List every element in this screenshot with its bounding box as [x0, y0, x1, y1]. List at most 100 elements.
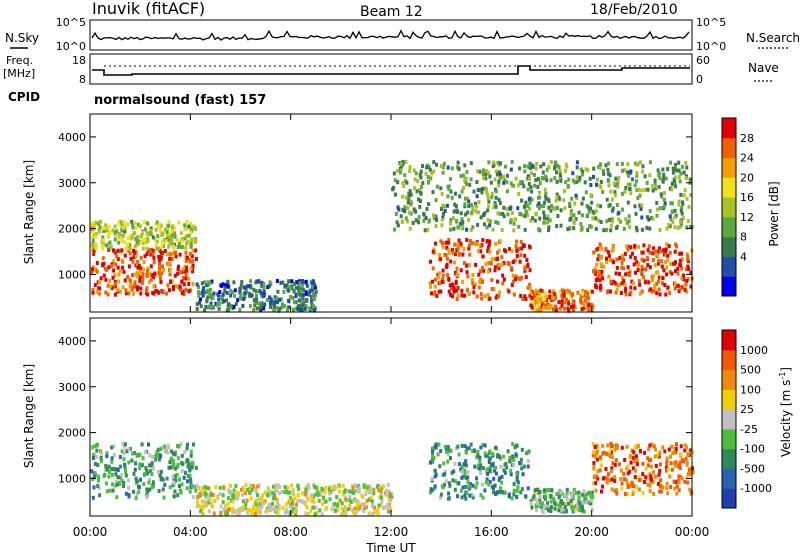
- power-cell: [307, 292, 311, 297]
- velocity-cell: [464, 459, 468, 464]
- power-cell: [419, 175, 423, 180]
- velocity-cell: [194, 465, 198, 470]
- power-cell: [543, 187, 547, 192]
- power-cell: [575, 180, 579, 185]
- velocity-cell: [98, 493, 102, 498]
- power-cell: [148, 271, 152, 276]
- power-cell: [590, 224, 594, 229]
- velocity-cell: [208, 498, 212, 503]
- power-cell: [238, 290, 242, 295]
- velocity-cell: [120, 473, 124, 478]
- power-cell: [547, 228, 550, 233]
- velocity-cell: [219, 512, 223, 517]
- velocity-cell: [255, 499, 259, 503]
- velocity-cell: [565, 490, 569, 494]
- power-cell: [225, 290, 229, 295]
- velocity-cell: [180, 453, 184, 458]
- power-cell: [673, 208, 677, 213]
- power-cell: [519, 293, 523, 298]
- velocity-cell: [669, 461, 673, 466]
- power-cell: [405, 180, 409, 185]
- velocity-cell: [659, 478, 663, 483]
- power-cell: [544, 298, 548, 303]
- power-cell: [520, 275, 524, 280]
- power-cell: [626, 170, 629, 175]
- velocity-cell: [195, 483, 199, 488]
- power-cell: [298, 281, 302, 285]
- power-cell: [434, 277, 437, 282]
- velocity-cell: [659, 489, 663, 494]
- power-cell: [155, 246, 159, 251]
- velocity-cell: [104, 481, 108, 486]
- velocity-cell: [494, 465, 497, 470]
- power-cell: [227, 305, 231, 310]
- power-cell: [277, 308, 281, 313]
- power-cell: [447, 277, 451, 282]
- velocity-cell: [644, 475, 648, 480]
- power-cell: [628, 272, 632, 277]
- power-cell: [595, 262, 599, 267]
- power-cell: [656, 270, 660, 275]
- velocity-cell: [176, 462, 180, 467]
- power-cell: [403, 205, 407, 210]
- velocity-cell: [511, 454, 515, 459]
- velocity-cell: [632, 484, 636, 489]
- power-cell: [483, 222, 486, 227]
- velocity-cell: [658, 450, 662, 455]
- noise-right-tick-high: 10^5: [696, 16, 726, 29]
- power-cell: [553, 165, 557, 170]
- velocity-cell: [599, 455, 602, 460]
- power-cell: [503, 178, 507, 183]
- velocity-cell: [592, 450, 595, 455]
- power-cell: [141, 246, 145, 251]
- power-cell: [149, 264, 153, 269]
- velocity-cell: [648, 472, 652, 477]
- power-cell: [552, 307, 555, 312]
- power-cell: [445, 256, 449, 261]
- power-cell: [674, 175, 678, 180]
- power-cell: [113, 224, 117, 229]
- power-cell: [254, 299, 258, 303]
- power-cell: [689, 193, 693, 197]
- velocity-cell: [190, 465, 194, 470]
- power-cell: [629, 169, 633, 174]
- power-cell: [308, 289, 312, 294]
- velocity-cell: [683, 479, 687, 484]
- power-cell: [647, 217, 651, 222]
- power-cell: [262, 285, 266, 290]
- velocity-cell: [453, 461, 457, 466]
- power-cell: [570, 305, 573, 309]
- velocity-cell: [354, 512, 357, 516]
- velocity-cell: [570, 505, 574, 510]
- velocity-cell: [637, 478, 641, 482]
- power-cell: [206, 282, 210, 287]
- power-cell: [166, 237, 170, 242]
- power-cell: [490, 287, 494, 291]
- velocity-cell: [589, 498, 593, 503]
- power-cell: [183, 236, 187, 241]
- power-cell: [496, 211, 500, 216]
- power-cell: [554, 304, 558, 309]
- velocity-cell: [463, 485, 467, 489]
- power-cell: [434, 224, 438, 228]
- power-cell: [514, 274, 518, 279]
- velocity-cell: [286, 510, 290, 515]
- velocity-cell: [670, 444, 674, 449]
- power-cell: [136, 262, 139, 267]
- velocity-cell: [526, 486, 530, 491]
- velocity-cell: [429, 490, 432, 495]
- power-cell: [481, 238, 485, 243]
- power-cell: [106, 233, 110, 238]
- velocity-cell: [91, 495, 95, 500]
- velocity-cell: [351, 491, 355, 495]
- velocity-cell: [471, 449, 475, 454]
- power-cell: [587, 303, 591, 308]
- power-cell: [616, 179, 620, 184]
- power-cell: [431, 249, 435, 254]
- power-cell: [476, 188, 480, 192]
- power-cell: [661, 281, 665, 286]
- velocity-cell: [593, 445, 597, 449]
- velocity-cell: [601, 443, 605, 448]
- power-cell: [506, 260, 510, 265]
- velocity-cell: [354, 483, 358, 488]
